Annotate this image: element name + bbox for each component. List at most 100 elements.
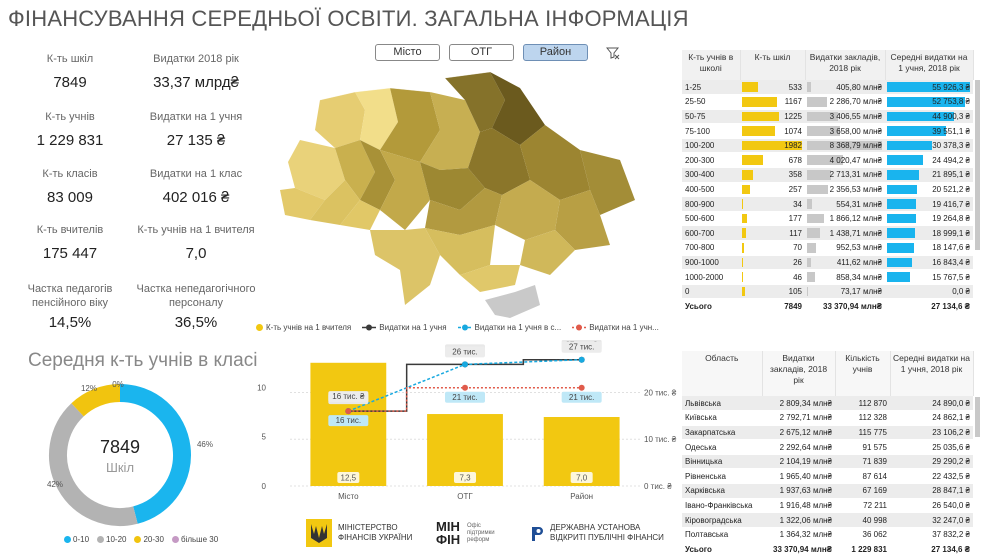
table-cell: 2 675,12 млн₴ bbox=[762, 425, 835, 441]
table-row[interactable]: Вінницька 2 104,19 млн₴ 71 839 29 290,2 ₴ bbox=[682, 454, 973, 470]
column-header[interactable]: Кількість учнів bbox=[835, 351, 891, 396]
column-header[interactable]: Видатки закладів, 2018 рік bbox=[805, 50, 886, 80]
kpi-card: К-ть учнів на 1 вчителя 7,0 bbox=[136, 223, 256, 262]
table-cell-value: 952,53 млн₴ bbox=[836, 243, 882, 253]
table-databar bbox=[887, 82, 970, 93]
slicer-otg-button[interactable]: ОТГ bbox=[449, 44, 514, 61]
column-header[interactable]: Середні видатки на 1 учня, 2018 рік bbox=[885, 50, 974, 80]
bar-data-label: 7,3 bbox=[459, 474, 471, 483]
legend-item[interactable]: 10-20 bbox=[97, 535, 126, 544]
table-row[interactable]: 600-700 117 1 438,71 млн₴ 18 999,1 ₴ bbox=[682, 225, 973, 242]
table-row[interactable]: 300-400 358 2 713,31 млн₴ 21 895,1 ₴ bbox=[682, 167, 973, 183]
table-databar bbox=[887, 272, 911, 282]
table-row[interactable]: 1-25 533 405,80 млн₴ 55 926,3 ₴ bbox=[682, 80, 973, 96]
legend-swatch bbox=[171, 536, 179, 543]
donut-slice[interactable] bbox=[71, 384, 121, 417]
table-databar bbox=[887, 184, 918, 195]
legend-item[interactable]: 0-10 bbox=[64, 535, 89, 544]
legend-item[interactable]: 20-30 bbox=[134, 535, 164, 544]
map-region-khersonska bbox=[460, 265, 520, 292]
table-row[interactable]: 200-300 678 4 020,47 млн₴ 24 494,2 ₴ bbox=[682, 152, 973, 169]
table-databar bbox=[887, 170, 920, 180]
minfin-logo: МІНІСТЕРСТВО ФІНАНСІВ УКРАЇНИ bbox=[305, 518, 416, 548]
table-bar-cell: 44 900,3 ₴ bbox=[885, 109, 973, 125]
kpi-value: 1 229 831 bbox=[36, 132, 104, 149]
map-region-chernihivska bbox=[445, 72, 505, 132]
table-scrollbar[interactable] bbox=[975, 80, 980, 250]
legend-swatch bbox=[64, 536, 71, 543]
legend-item[interactable]: Видатки на 1 учня bbox=[362, 323, 447, 332]
table-row[interactable]: Харківська 1 937,63 млн₴ 67 169 28 847,1 ₴ bbox=[682, 483, 973, 499]
table-total-cell: Усього bbox=[682, 298, 740, 314]
table-cell-value: 52 753,8 ₴ bbox=[932, 97, 970, 107]
table-cell-value: 19 416,7 ₴ bbox=[932, 199, 970, 209]
table-row[interactable]: Київська 2 792,71 млн₴ 112 328 24 862,1 ₴ bbox=[682, 410, 973, 426]
table-row[interactable]: Львівська 2 809,34 млн₴ 112 870 24 890,0 ₴ bbox=[682, 396, 973, 412]
table-row[interactable]: 0 105 73,17 млн₴ 0,0 ₴ bbox=[682, 284, 973, 300]
table-cell-value: 21 895,1 ₴ bbox=[932, 170, 970, 180]
table-row[interactable]: 700-800 70 952,53 млн₴ 18 147,6 ₴ bbox=[682, 240, 973, 256]
table-bar-cell: 15 767,5 ₴ bbox=[885, 269, 973, 285]
donut-slice[interactable] bbox=[119, 384, 191, 524]
table-cell-value: 554,31 млн₴ bbox=[836, 199, 882, 209]
table-bar-cell: 8 368,79 млн₴ bbox=[805, 138, 885, 154]
table-bar-cell: 19 416,7 ₴ bbox=[885, 196, 973, 212]
table-row[interactable]: 800-900 34 554,31 млн₴ 19 416,7 ₴ bbox=[682, 196, 973, 212]
donut-slice-label: 0% bbox=[112, 380, 124, 389]
legend-item[interactable]: Видатки на 1 учня в с... bbox=[457, 323, 561, 332]
clear-filter-icon[interactable] bbox=[605, 46, 620, 65]
line-data-label-box bbox=[561, 341, 602, 353]
table-bar-cell: 117 bbox=[740, 225, 805, 242]
table-row[interactable]: 900-1000 26 411,62 млн₴ 16 843,4 ₴ bbox=[682, 255, 973, 271]
donut-slice[interactable] bbox=[49, 403, 138, 526]
line-data-label-box bbox=[445, 346, 485, 358]
table-cell: 1 322,06 млн₴ bbox=[762, 512, 835, 528]
legend-item[interactable]: більше 30 bbox=[171, 535, 218, 544]
donut-chart[interactable]: 46% 42% 12% 0% 7849 Шкіл bbox=[45, 375, 215, 540]
table-row[interactable]: 100-200 1982 8 368,79 млн₴ 30 378,3 ₴ bbox=[682, 138, 973, 154]
column-header[interactable]: К-ть шкіл bbox=[740, 50, 806, 80]
column-header[interactable]: Видатки закладів, 2018 рік bbox=[762, 351, 836, 396]
series-point bbox=[462, 384, 468, 391]
table-row[interactable]: Рівненська 1 965,40 млн₴ 87 614 22 432,5 ₴ bbox=[682, 468, 973, 485]
table-row[interactable]: Івано-Франківська 1 916,48 млн₴ 72 211 26 5… bbox=[682, 498, 973, 514]
column-header[interactable]: Область bbox=[682, 351, 763, 396]
ukraine-choropleth-map[interactable] bbox=[280, 70, 670, 325]
table-row[interactable]: 50-75 1225 3 406,55 млн₴ 44 900,3 ₴ bbox=[682, 109, 973, 125]
legend-swatch bbox=[97, 536, 105, 543]
table-row[interactable]: 25-50 1167 2 286,70 млн₴ 52 753,8 ₴ bbox=[682, 94, 973, 110]
footer-logos: МІНІСТЕРСТВО ФІНАНСІВ УКРАЇНИ МІН ФІН Оф… bbox=[305, 518, 668, 548]
column-header[interactable]: К-ть учнів в школі bbox=[682, 50, 741, 80]
table-row[interactable]: Закарпатська 2 675,12 млн₴ 115 775 23 106,2… bbox=[682, 425, 973, 441]
table-total-cell: 27 134,6 ₴ bbox=[885, 298, 973, 314]
table-row[interactable]: Полтавська 1 364,32 млн₴ 36 062 37 832,2 ₴ bbox=[682, 527, 973, 543]
table-bar-cell: 55 926,3 ₴ bbox=[885, 80, 973, 96]
table-row[interactable]: Одеська 2 292,64 млн₴ 91 575 25 035,6 ₴ bbox=[682, 439, 973, 455]
table-cell-value: 1982 bbox=[784, 141, 802, 151]
table-cell-value: 44 900,3 ₴ bbox=[932, 111, 970, 121]
table-cell: 100-200 bbox=[682, 138, 740, 154]
legend-item[interactable]: К-ть учнів на 1 вчителя bbox=[256, 323, 351, 332]
legend-item[interactable]: Видатки на 1 учн... bbox=[572, 323, 659, 332]
map-region-khmelnytska bbox=[360, 140, 395, 210]
table-cell: 75-100 bbox=[682, 123, 740, 139]
table-cell: 2 104,19 млн₴ bbox=[762, 454, 835, 470]
table-row[interactable]: 400-500 257 2 356,53 млн₴ 20 521,2 ₴ bbox=[682, 182, 973, 198]
table-cell: 71 839 bbox=[835, 454, 890, 470]
table-scrollbar[interactable] bbox=[975, 397, 980, 437]
table-databar bbox=[807, 184, 829, 195]
column-header[interactable]: Середні видатки на 1 учня, 2018 рік bbox=[890, 351, 974, 396]
table-row[interactable]: 1000-2000 46 858,34 млн₴ 15 767,5 ₴ bbox=[682, 269, 973, 285]
table-row[interactable]: 75-100 1074 3 658,00 млн₴ 39 551,1 ₴ bbox=[682, 123, 973, 139]
table-row[interactable]: 500-600 177 1 866,12 млн₴ 19 264,8 ₴ bbox=[682, 211, 973, 227]
combo-chart[interactable]: 0 5 10 0 тис. ₴ 10 тис. ₴ 20 тис. ₴ 12,5 Місто 7… bbox=[250, 339, 680, 510]
table-row[interactable]: Кіровоградська 1 322,06 млн₴ 40 998 32 247,… bbox=[682, 512, 973, 528]
table-cell: 26 540,0 ₴ bbox=[890, 498, 973, 514]
table-databar bbox=[742, 126, 775, 136]
map-region-mykolaivska bbox=[425, 225, 495, 275]
map-region-poltavska bbox=[468, 128, 530, 195]
slicer-district-button[interactable]: Район bbox=[523, 44, 588, 61]
table-bar-cell: 73,17 млн₴ bbox=[805, 284, 885, 300]
slicer-city-button[interactable]: Місто bbox=[375, 44, 440, 61]
map-region-ternopilska bbox=[335, 140, 375, 200]
